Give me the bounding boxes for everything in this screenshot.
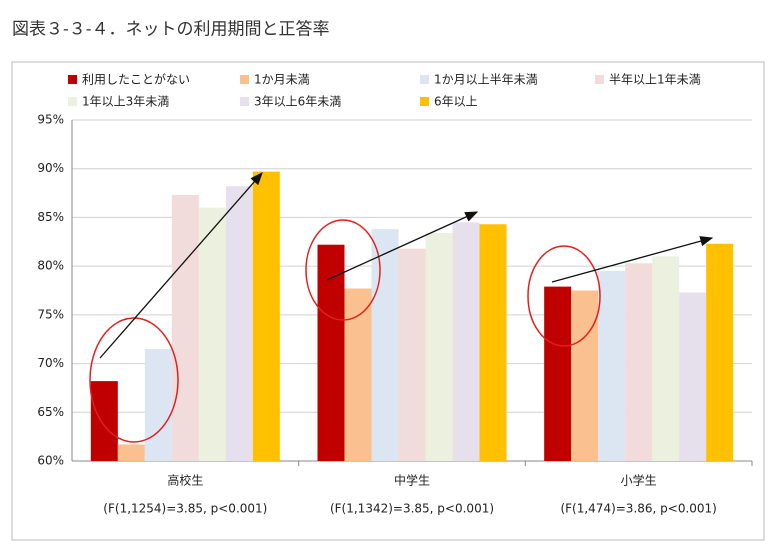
bar (398, 248, 426, 461)
legend-swatch (240, 75, 249, 84)
highlight-ellipse (527, 245, 601, 347)
bar (144, 348, 172, 461)
bar (317, 244, 345, 461)
bar (252, 171, 280, 461)
legend-label: 1年以上3年未満 (82, 95, 169, 109)
legend-label: 6年以上 (434, 95, 478, 109)
y-tick-label: 60% (37, 454, 64, 468)
bar (198, 207, 226, 461)
annotation: (F(1,1254)=3.85, p<0.001) (103, 502, 267, 516)
y-tick-label: 75% (37, 307, 64, 321)
trend-arrow (551, 236, 714, 283)
legend-swatch (68, 97, 77, 106)
bar (571, 290, 599, 461)
bar (344, 288, 372, 461)
chart-title: 図表３-３-４．ネットの利用期間と正答率 (12, 20, 330, 40)
legend-swatch (420, 75, 429, 84)
bar (706, 243, 734, 461)
trend-arrow (326, 211, 479, 281)
legend-label: 利用したことがない (82, 72, 190, 87)
bar (544, 286, 572, 461)
y-tick-label: 85% (37, 210, 64, 224)
legend-swatch (240, 97, 249, 106)
legend-swatch (420, 97, 429, 106)
legend-label: 1か月以上半年未満 (434, 73, 538, 87)
bar (117, 444, 145, 461)
highlight-ellipse (305, 219, 381, 321)
bar (425, 233, 453, 461)
x-tick-label: 高校生 (167, 473, 203, 488)
highlight-ellipse (89, 317, 179, 443)
legend-swatch (595, 75, 604, 84)
bar (679, 292, 707, 461)
annotation-shapes (89, 172, 714, 443)
y-tick-label: 90% (37, 161, 64, 175)
legend-label: 3年以上6年未満 (254, 95, 341, 109)
legend-label: 半年以上1年未満 (609, 73, 701, 87)
bar (625, 263, 653, 461)
y-tick-label: 80% (37, 259, 64, 273)
y-tick-label: 65% (37, 405, 64, 419)
chart-frame (11, 61, 765, 541)
bar (479, 224, 507, 461)
bar (90, 381, 118, 461)
legend-label: 1か月未満 (254, 73, 310, 87)
bar (371, 229, 399, 461)
annotation: (F(1,1342)=3.85, p<0.001) (330, 502, 494, 516)
bar (171, 195, 199, 461)
x-tick-label: 中学生 (394, 473, 430, 488)
y-tick-label: 70% (37, 356, 64, 370)
annotation: (F(1,474)=3.86, p<0.001) (560, 502, 716, 516)
legend-swatch (68, 75, 77, 84)
bar (598, 271, 626, 461)
bar (652, 256, 680, 461)
x-tick-label: 小学生 (621, 473, 657, 488)
y-tick-label: 95% (37, 113, 64, 127)
bar (452, 222, 480, 461)
bar (225, 186, 253, 461)
trend-arrow (99, 172, 263, 359)
